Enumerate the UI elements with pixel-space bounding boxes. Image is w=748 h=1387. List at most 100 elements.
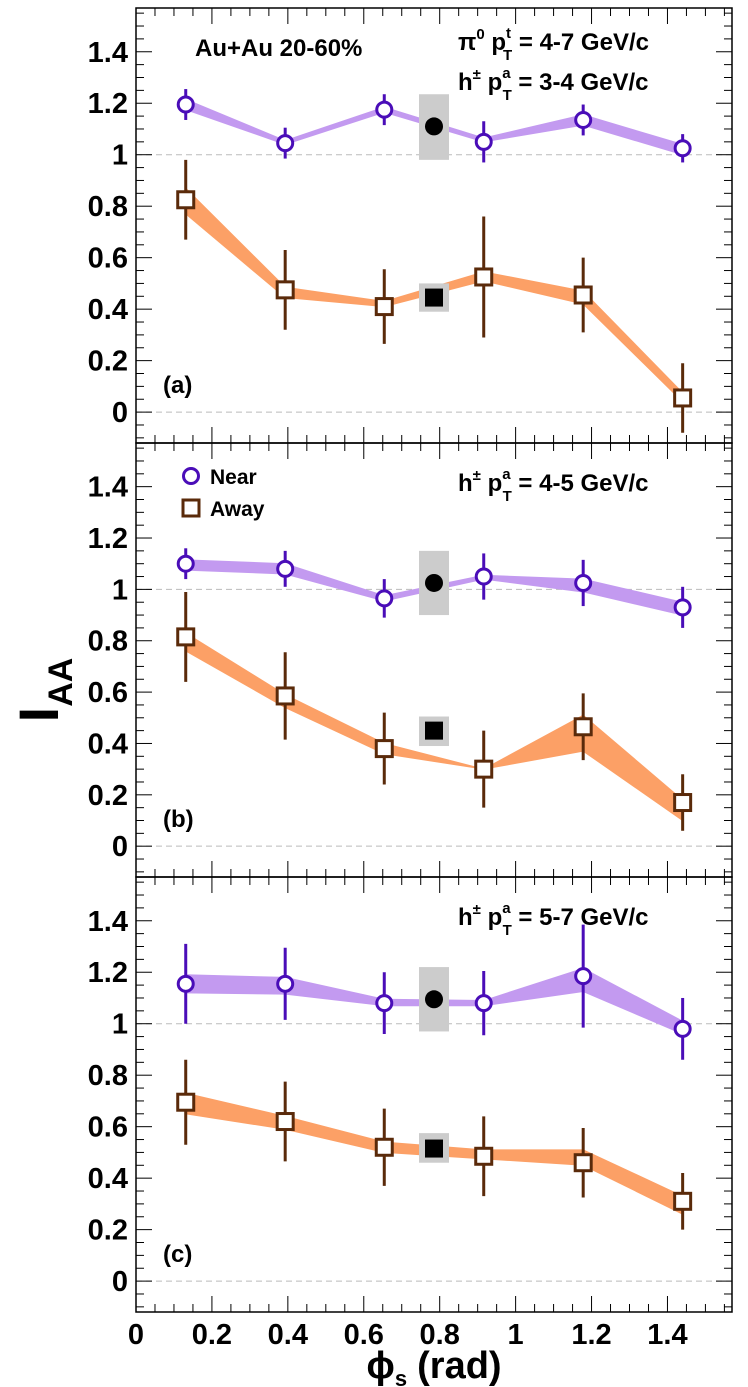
- integrated-away-marker: [425, 721, 443, 740]
- away-marker: [275, 686, 295, 706]
- y-tick-label: 1: [112, 140, 128, 172]
- near-marker: [574, 110, 593, 129]
- y-tick-label: 0: [112, 831, 128, 863]
- y-tick-label: 0.8: [88, 626, 128, 658]
- away-marker: [573, 285, 593, 305]
- x-axis-title-unit: (rad): [417, 1345, 501, 1387]
- annotation-prefix-sup: ±: [473, 901, 481, 918]
- y-tick-label: 1: [112, 1009, 128, 1041]
- x-tick-label: 1.2: [571, 1319, 611, 1351]
- away-marker: [374, 739, 394, 759]
- near-marker: [574, 573, 593, 592]
- annotation-prefix: h: [458, 904, 473, 931]
- y-tick-label: 0: [112, 397, 128, 429]
- annotation-sup: t: [506, 25, 511, 42]
- y-tick-label: 0.6: [88, 1112, 128, 1144]
- annotation-prefix-sup: ±: [473, 467, 481, 484]
- integrated-near-marker: [425, 117, 443, 136]
- annotation-p: p: [485, 29, 506, 56]
- annotation-p: p: [481, 69, 502, 96]
- panel-label: (b): [163, 806, 194, 833]
- panel-label: (c): [163, 1241, 192, 1268]
- annotation-value: = 3-4 GeV/c: [512, 69, 649, 96]
- away-marker: [176, 190, 196, 210]
- away-marker: [474, 267, 494, 287]
- annotation-p: p: [481, 904, 502, 931]
- annotation-sub: T: [503, 87, 512, 104]
- annotation-sub: T: [503, 922, 512, 939]
- near-marker: [673, 1019, 692, 1038]
- away-marker: [275, 280, 295, 300]
- integrated-away-marker: [425, 288, 443, 307]
- legend-near-marker: [182, 467, 200, 485]
- y-tick-label: 1.2: [88, 88, 128, 120]
- y-tick-label: 0.8: [88, 1060, 128, 1092]
- y-tick-label: 0.2: [88, 780, 128, 812]
- y-axis-title: IAA: [7, 658, 80, 723]
- annotation-sup: a: [502, 65, 511, 82]
- annotation-prefix: h: [458, 69, 473, 96]
- y-tick-label: 0.4: [88, 294, 128, 326]
- y-tick-label: 0.4: [88, 1163, 128, 1195]
- near-marker: [276, 974, 295, 993]
- away-marker: [573, 1153, 593, 1173]
- y-axis-title-symbol: I: [7, 707, 70, 723]
- annotation: h± pa T = 4-5 GeV/c: [458, 466, 649, 505]
- panel-a: 00.20.40.60.811.21.4(a)Au+Au 20-60% π0 pt…: [88, 7, 733, 444]
- annotation-sup: a: [502, 466, 511, 483]
- away-marker: [374, 297, 394, 317]
- x-tick-label: 0.4: [268, 1319, 308, 1351]
- away-marker: [673, 388, 693, 408]
- near-marker: [276, 134, 295, 153]
- near-marker: [176, 974, 195, 993]
- legend: Near Away: [181, 466, 265, 521]
- x-tick-label: 0.8: [420, 1319, 460, 1351]
- annotation-value: = 4-7 GeV/c: [512, 29, 649, 56]
- annotation-value: = 5-7 GeV/c: [512, 904, 649, 931]
- near-marker: [673, 598, 692, 617]
- x-tick-label: 1.4: [647, 1319, 687, 1351]
- y-tick-label: 0: [112, 1266, 128, 1298]
- panel-header: Au+Au 20-60%: [195, 35, 362, 62]
- away-marker: [673, 1191, 693, 1211]
- y-tick-label: 0.8: [88, 191, 128, 223]
- near-marker: [474, 132, 493, 151]
- y-tick-label: 0.4: [88, 728, 128, 760]
- annotation-sup: a: [502, 900, 511, 917]
- legend-near-label: Near: [210, 466, 257, 489]
- near-marker: [176, 554, 195, 573]
- y-tick-label: 1: [112, 574, 128, 606]
- legend-away-marker: [181, 498, 201, 518]
- near-marker: [574, 967, 593, 986]
- annotation-p: p: [481, 470, 502, 497]
- y-axis-title-sub: AA: [42, 658, 80, 707]
- away-marker: [673, 793, 693, 813]
- x-axis-title-symbol: ϕ: [366, 1345, 394, 1387]
- annotation: h± pa T = 3-4 GeV/c: [458, 65, 649, 104]
- away-marker: [474, 1146, 494, 1166]
- x-axis-title: ϕs (rad): [366, 1345, 501, 1387]
- near-marker: [474, 994, 493, 1013]
- annotation-prefix: h: [458, 470, 473, 497]
- annotation-value: = 4-5 GeV/c: [512, 470, 649, 497]
- annotation-sub: T: [503, 488, 512, 505]
- near-marker: [176, 95, 195, 114]
- annotation-prefix-sup: ±: [473, 66, 481, 83]
- x-tick-label: 0: [128, 1319, 144, 1351]
- annotation-prefix-sup: 0: [476, 26, 484, 43]
- away-marker: [573, 717, 593, 737]
- near-marker: [375, 994, 394, 1013]
- y-tick-label: 1.2: [88, 523, 128, 555]
- x-axis-title-sub: s: [395, 1366, 407, 1387]
- near-marker: [375, 589, 394, 608]
- panel-frame: [135, 876, 733, 1313]
- away-marker: [474, 759, 494, 779]
- panel-label: (a): [163, 372, 192, 399]
- integrated-near-marker: [425, 990, 443, 1009]
- y-tick-label: 0.6: [88, 243, 128, 275]
- near-marker: [474, 567, 493, 586]
- away-marker: [176, 627, 196, 647]
- y-tick-label: 0.6: [88, 677, 128, 709]
- away-marker: [374, 1137, 394, 1157]
- annotation-sub: T: [503, 47, 512, 64]
